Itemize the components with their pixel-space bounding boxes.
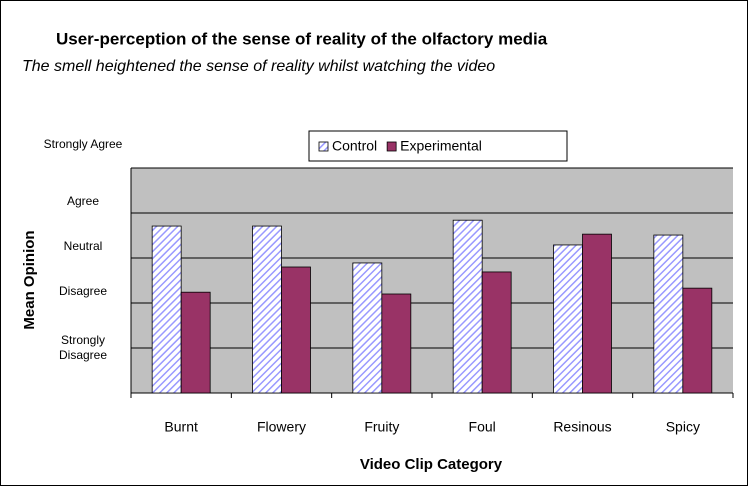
bar xyxy=(281,266,311,394)
legend-label: Experimental xyxy=(400,138,482,154)
bar xyxy=(381,293,412,394)
x-tick-label: Flowery xyxy=(257,419,306,435)
chart-title: User-perception of the sense of reality … xyxy=(56,29,548,48)
x-tick-label: Foul xyxy=(469,419,496,435)
bar xyxy=(582,233,612,394)
legend-swatch xyxy=(386,141,397,152)
chart-subtitle: The smell heightened the sense of realit… xyxy=(22,58,495,75)
y-tick-label: Strongly Disagree xyxy=(58,333,108,362)
bar xyxy=(682,287,713,394)
y-tick-label-box: Strongly Agree xyxy=(43,136,123,151)
legend-label: Control xyxy=(332,138,377,154)
bar xyxy=(481,271,512,394)
y-tick-label-box: Neutral xyxy=(63,238,103,253)
y-tick-label: Agree xyxy=(66,193,100,208)
bar xyxy=(553,244,583,394)
bar xyxy=(180,291,211,394)
y-tick-label: Disagree xyxy=(58,283,108,298)
x-axis-title: Video Clip Category xyxy=(360,456,503,473)
legend-swatch xyxy=(318,141,329,152)
bar xyxy=(352,262,383,394)
x-tick-label: Burnt xyxy=(164,419,198,435)
y-tick-label-box: Disagree xyxy=(58,283,108,298)
bar xyxy=(452,219,483,394)
y-tick-label-box: Agree xyxy=(66,193,100,208)
x-tick-label: Spicy xyxy=(666,419,700,435)
y-tick-label: Neutral xyxy=(63,238,103,253)
y-tick-label: Strongly Agree xyxy=(43,136,123,151)
legend-box xyxy=(308,130,568,162)
x-tick-label: Resinous xyxy=(553,419,611,435)
plot-area xyxy=(131,168,733,393)
bar xyxy=(653,234,684,394)
y-axis-title: Mean Opinion xyxy=(21,230,38,329)
bar xyxy=(151,225,182,394)
bar xyxy=(252,225,282,394)
x-tick-label: Fruity xyxy=(364,419,399,435)
y-tick-label-box: Strongly Disagree xyxy=(58,333,108,362)
